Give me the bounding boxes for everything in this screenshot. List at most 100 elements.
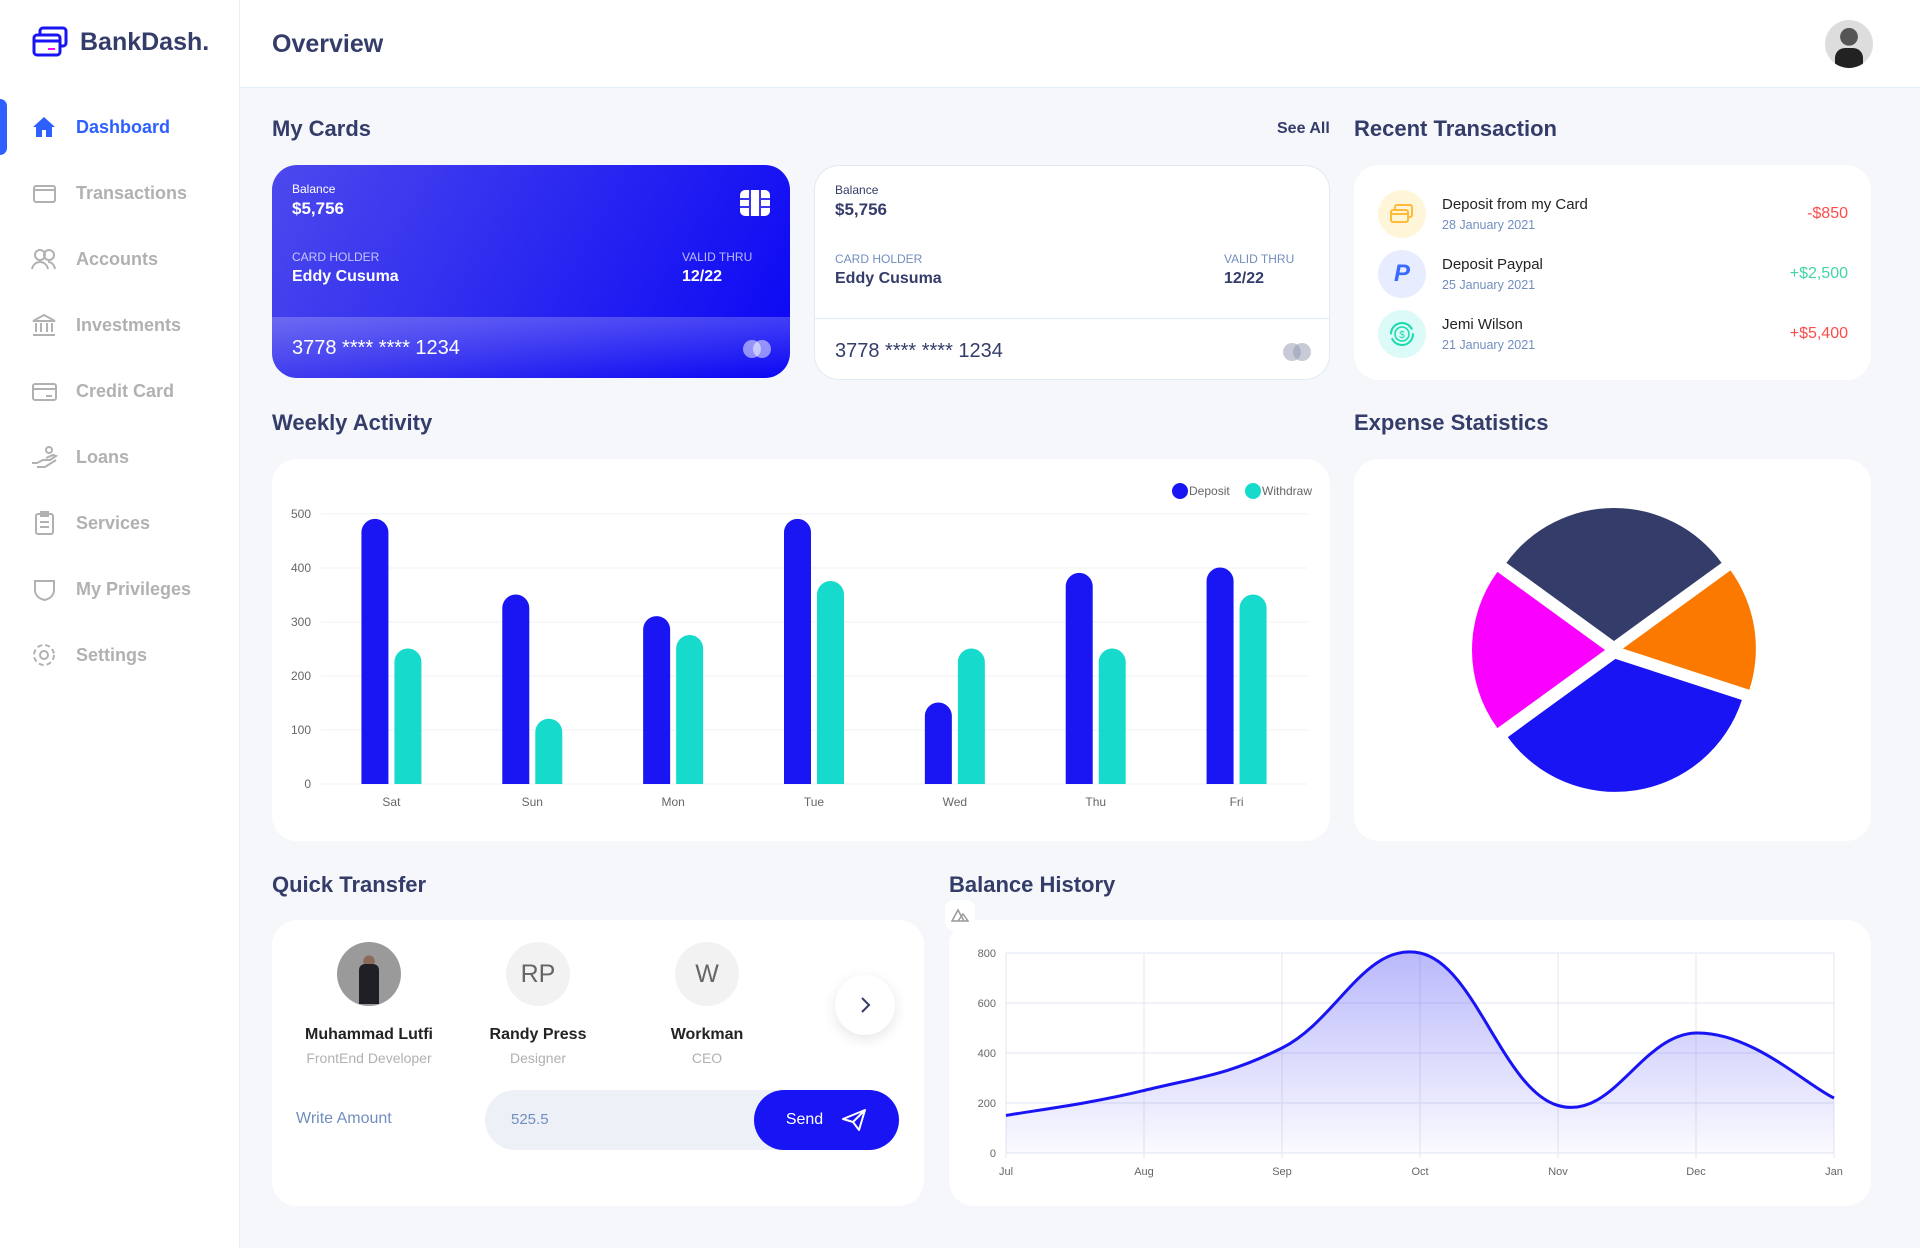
- balance-value: $5,756: [292, 199, 344, 218]
- credit-card-primary[interactable]: Balance $5,756 CARD HOLDER Eddy Cusuma V…: [272, 165, 790, 378]
- recent-transaction-title: Recent Transaction: [1354, 116, 1557, 141]
- pie-slice: [1622, 570, 1756, 690]
- contact-role: FrontEnd Developer: [306, 1050, 432, 1066]
- home-icon: [33, 117, 55, 137]
- weekly-activity-panel: 0 100 200 300 400 500 Sat Sun Mon Tue Wed Thu Fri Dep…: [272, 459, 1330, 841]
- sidebar-item-loans[interactable]: Loans: [0, 429, 240, 485]
- transaction-amount: -$850: [1807, 205, 1848, 222]
- svg-text:$: $: [1399, 330, 1405, 341]
- balance-label: Balance: [835, 183, 879, 197]
- logo-icon: [32, 26, 68, 57]
- holder-label: CARD HOLDER: [292, 250, 380, 264]
- x-tick-label: Oct: [1411, 1166, 1428, 1178]
- bar-deposit: [643, 616, 671, 784]
- bar-withdraw: [535, 718, 563, 784]
- sidebar-item-label: Credit Card: [76, 380, 175, 401]
- card-number: 3778 **** **** 1234: [835, 340, 1003, 362]
- card-brand-icon: [1283, 343, 1311, 361]
- transaction-row[interactable]: Deposit from my Card 28 January 2021 -$85…: [1378, 189, 1848, 239]
- shield-icon: [34, 580, 55, 602]
- logo[interactable]: BankDash.: [32, 26, 209, 58]
- transaction-row[interactable]: P Deposit Paypal 25 January 2021 +$2,500: [1378, 249, 1848, 299]
- transaction-row[interactable]: $ Jemi Wilson 21 January 2021 +$5,400: [1378, 309, 1848, 359]
- card-brand-icon: [743, 340, 771, 358]
- legend-label: Deposit: [1189, 484, 1230, 498]
- avatar: [337, 942, 401, 1006]
- wallet-icon: [33, 185, 56, 203]
- sidebar-item-dashboard[interactable]: Dashboard: [0, 99, 240, 155]
- pie-slice: [1472, 571, 1605, 729]
- sidebar-item-credit-card[interactable]: Credit Card: [0, 363, 240, 419]
- x-tick-label: Thu: [1085, 795, 1106, 809]
- bar-withdraw: [1098, 648, 1126, 784]
- balance-line: [1005, 950, 1835, 1117]
- y-tick-label: 600: [978, 998, 996, 1010]
- balance-value: $5,756: [835, 200, 887, 219]
- sidebar-item-my-privileges[interactable]: My Privileges: [0, 561, 240, 617]
- bar-deposit: [1065, 572, 1093, 784]
- contact-muhammad-lutfi[interactable]: Muhammad Lutfi FrontEnd Developer: [294, 942, 444, 1066]
- contact-name: Workman: [670, 1026, 744, 1043]
- sidebar-item-label: Investments: [76, 314, 182, 335]
- chevron-right-icon: [861, 997, 871, 1013]
- avatar: RP: [506, 942, 570, 1006]
- x-tick-label: Sep: [1272, 1166, 1292, 1178]
- transaction-date: 28 January 2021: [1442, 218, 1536, 232]
- x-tick-label: Jan: [1825, 1166, 1843, 1178]
- users-icon: [31, 249, 56, 270]
- valid-date: 12/22: [1224, 270, 1265, 287]
- gear-icon: [33, 644, 55, 666]
- x-tick-label: Sat: [382, 795, 401, 809]
- x-tick-label: Fri: [1230, 795, 1244, 809]
- bar-deposit: [361, 518, 389, 784]
- sidebar-item-label: Loans: [76, 446, 130, 467]
- bar-withdraw: [1239, 594, 1267, 784]
- recent-transactions-panel: Deposit from my Card 28 January 2021 -$85…: [1354, 165, 1871, 380]
- header: Overview: [240, 0, 1920, 88]
- send-label: Send: [785, 1111, 824, 1128]
- sidebar-item-accounts[interactable]: Accounts: [0, 231, 240, 287]
- sidebar-item-investments[interactable]: Investments: [0, 297, 240, 353]
- sidebar-item-transactions[interactable]: Transactions: [0, 165, 240, 221]
- see-all-link[interactable]: See All: [1277, 120, 1330, 137]
- transaction-date: 25 January 2021: [1442, 278, 1536, 292]
- quick-transfer-panel: Muhammad Lutfi FrontEnd Developer RP Ran…: [272, 920, 924, 1206]
- bar-deposit: [502, 594, 530, 784]
- x-tick-label: Sun: [522, 795, 543, 809]
- holder-name: Eddy Cusuma: [835, 270, 942, 287]
- pie-slice: [1506, 508, 1722, 641]
- valid-label: VALID THRU: [682, 250, 753, 264]
- bar-withdraw: [817, 581, 844, 784]
- contact-randy-press[interactable]: RP Randy Press Designer: [463, 942, 613, 1066]
- contact-role: Designer: [509, 1050, 567, 1066]
- transaction-amount: +$5,400: [1789, 325, 1848, 342]
- sidebar-item-services[interactable]: Services: [0, 495, 240, 551]
- y-tick-label: 200: [978, 1098, 996, 1110]
- valid-date: 12/22: [682, 268, 723, 285]
- credit-card-secondary[interactable]: Balance $5,756 CARD HOLDER Eddy Cusuma V…: [814, 165, 1330, 380]
- holder-name: Eddy Cusuma: [292, 268, 399, 285]
- sidebar-item-settings[interactable]: Settings: [0, 627, 240, 683]
- y-tick-label: 0: [304, 777, 311, 791]
- transaction-name: Deposit from my Card: [1442, 196, 1588, 213]
- bar-deposit: [924, 702, 952, 784]
- transaction-amount: +$2,500: [1789, 265, 1848, 282]
- y-tick-label: 800: [978, 948, 996, 960]
- x-tick-label: Wed: [943, 795, 967, 809]
- transaction-date: 21 January 2021: [1442, 338, 1536, 352]
- send-button[interactable]: Send: [754, 1090, 899, 1150]
- next-contacts-button[interactable]: [835, 975, 895, 1035]
- avatar: W: [675, 942, 739, 1006]
- sidebar-item-label: Transactions: [76, 182, 188, 203]
- clipboard-icon: [35, 511, 54, 535]
- transaction-name: Deposit Paypal: [1442, 256, 1543, 273]
- x-tick-label: Nov: [1548, 1166, 1568, 1178]
- divider: [815, 318, 1329, 319]
- x-tick-label: Mon: [661, 795, 684, 809]
- valid-label: VALID THRU: [1224, 252, 1295, 266]
- bank-icon: [32, 313, 56, 336]
- contact-workman[interactable]: W Workman CEO: [632, 942, 782, 1066]
- bar-withdraw: [394, 648, 422, 784]
- user-avatar[interactable]: [1825, 20, 1873, 68]
- balance-history-chart: 0 200 400 600 800 Jul Aug Sep Oct Nov Dec Jan: [978, 948, 1843, 1178]
